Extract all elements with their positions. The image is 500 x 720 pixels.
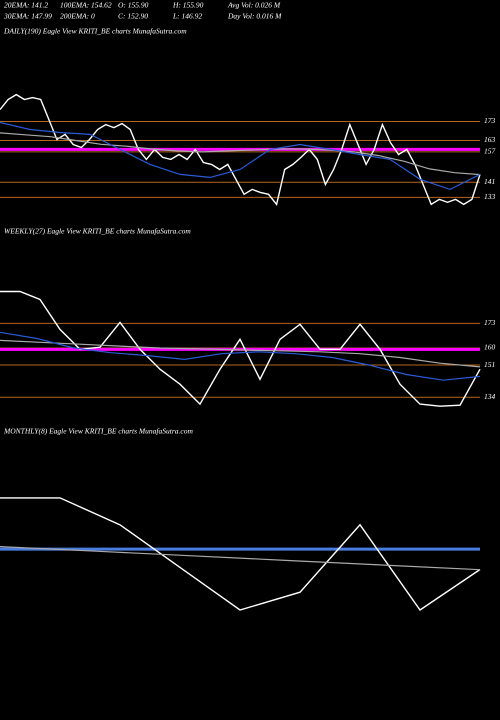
- y-tick-label: 133: [484, 192, 496, 201]
- price-line: [0, 497, 481, 611]
- header-stat: Day Vol: 0.016 M: [227, 12, 282, 21]
- price-line: [0, 93, 481, 206]
- panel-title: WEEKLY(27) Eagle View KRITI_BE charts Mu…: [4, 227, 191, 236]
- y-tick-label: 141: [484, 177, 495, 186]
- y-tick-label: 157: [484, 147, 496, 156]
- y-tick-label: 134: [484, 392, 496, 401]
- price-line: [0, 339, 481, 368]
- price-line: [0, 132, 481, 176]
- panel-title: MONTHLY(8) Eagle View KRITI_BE charts Mu…: [3, 427, 193, 436]
- header-stat: Avg Vol: 0.026 M: [227, 1, 281, 10]
- price-line: [0, 331, 481, 381]
- y-tick-label: 151: [484, 360, 495, 369]
- header-stat: O: 155.90: [118, 1, 149, 10]
- header-stat: 100EMA: 154.62: [60, 1, 112, 10]
- y-tick-label: 173: [484, 318, 496, 327]
- y-tick-label: 160: [484, 343, 496, 352]
- panel-title: DAILY(190) Eagle View KRITI_BE charts Mu…: [3, 27, 187, 36]
- y-tick-label: 163: [484, 135, 496, 144]
- header-stat: 30EMA: 147.99: [3, 12, 52, 21]
- y-tick-label: 173: [484, 116, 496, 125]
- price-line: [0, 121, 481, 191]
- header-stat: C: 152.90: [118, 12, 148, 21]
- header-stat: H: 155.90: [172, 1, 204, 10]
- header-stat: 20EMA: 141.2: [4, 1, 48, 10]
- header-stat: L: 146.92: [172, 12, 202, 21]
- price-line: [0, 546, 481, 571]
- header-stat: 200EMA: 0: [60, 12, 95, 21]
